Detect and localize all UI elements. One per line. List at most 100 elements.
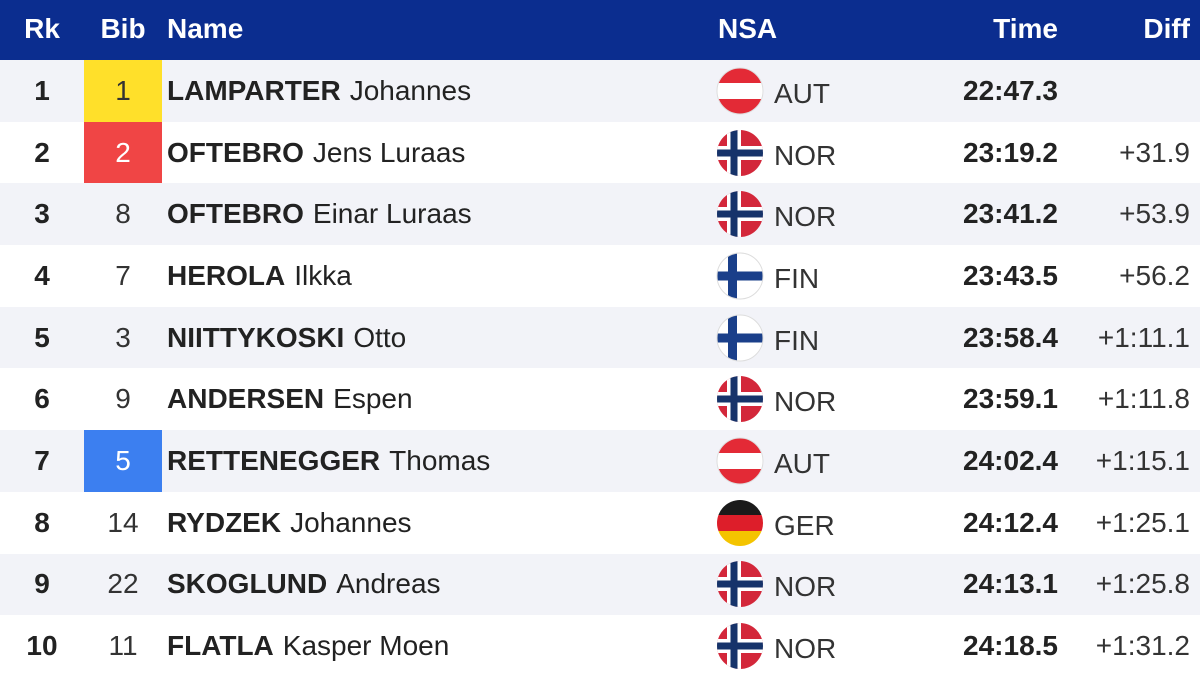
table-row[interactable]: 9 22 SKOGLUND Andreas NOR 24:13.1 +1:25.… bbox=[0, 553, 1200, 616]
nsa-cell: AUT bbox=[716, 60, 830, 122]
last-name: OFTEBRO bbox=[167, 136, 304, 168]
header-nsa[interactable]: NSA bbox=[718, 13, 778, 44]
table-row[interactable]: 10 11 FLATLA Kasper Moen NOR 24:18.5 +1:… bbox=[0, 615, 1200, 677]
time-cell: 23:58.4 bbox=[963, 321, 1058, 353]
rank-cell: 5 bbox=[34, 321, 50, 353]
bib-cell: 14 bbox=[107, 506, 139, 538]
last-name: OFTEBRO bbox=[167, 198, 304, 230]
time-cell: 24:18.5 bbox=[963, 630, 1058, 662]
first-name: Johannes bbox=[349, 74, 472, 106]
last-name: LAMPARTER bbox=[167, 74, 341, 106]
norway-flag-icon bbox=[716, 560, 764, 608]
header-rank[interactable]: Rk bbox=[24, 13, 60, 44]
diff-cell: +56.2 bbox=[1119, 259, 1190, 291]
athlete-name[interactable]: OFTEBRO Einar Luraas bbox=[167, 183, 472, 245]
rank-cell: 10 bbox=[26, 630, 58, 662]
diff-cell: +1:15.1 bbox=[1095, 444, 1190, 476]
table-row[interactable]: 1 1 LAMPARTER Johannes AUT 22:47.3 bbox=[0, 60, 1200, 122]
last-name: ANDERSEN bbox=[167, 383, 325, 415]
nsa-cell: NOR bbox=[716, 368, 836, 430]
athlete-name[interactable]: LAMPARTER Johannes bbox=[167, 60, 471, 122]
first-name: Andreas bbox=[336, 568, 441, 600]
athlete-name[interactable]: RETTENEGGER Thomas bbox=[167, 430, 490, 492]
table-row[interactable]: 4 7 HEROLA Ilkka FIN 23:43.5 +56.2 bbox=[0, 245, 1200, 307]
austria-flag-icon bbox=[716, 67, 764, 115]
first-name: Ilkka bbox=[294, 259, 352, 291]
diff-cell: +1:25.8 bbox=[1095, 568, 1190, 600]
rank-cell: 1 bbox=[34, 74, 50, 106]
bib-cell: 7 bbox=[115, 259, 131, 291]
nsa-code: AUT bbox=[774, 77, 830, 109]
norway-flag-icon bbox=[716, 129, 764, 177]
rank-cell: 9 bbox=[34, 568, 50, 600]
nsa-cell: FIN bbox=[716, 245, 819, 307]
last-name: RYDZEK bbox=[167, 506, 282, 538]
nsa-code: AUT bbox=[774, 447, 830, 479]
time-cell: 23:41.2 bbox=[963, 198, 1058, 230]
rank-cell: 4 bbox=[34, 259, 50, 291]
nsa-code: NOR bbox=[774, 139, 837, 171]
bib-cell: 22 bbox=[107, 568, 139, 600]
diff-cell: +1:11.1 bbox=[1097, 321, 1190, 353]
nsa-cell: NOR bbox=[716, 183, 836, 245]
first-name: Kasper Moen bbox=[282, 630, 450, 662]
table-row[interactable]: 5 3 NIITTYKOSKI Otto FIN 23:58.4 +1:11.1 bbox=[0, 306, 1200, 369]
diff-cell: +31.9 bbox=[1119, 136, 1190, 168]
header-name[interactable]: Name bbox=[167, 13, 244, 44]
nsa-cell: GER bbox=[716, 492, 835, 554]
nsa-code: NOR bbox=[774, 571, 837, 603]
rank-cell: 8 bbox=[34, 506, 50, 538]
bib-cell: 3 bbox=[115, 321, 131, 353]
table-row[interactable]: 8 14 RYDZEK Johannes GER 24:12.4 +1:25.1 bbox=[0, 491, 1200, 554]
table-row[interactable]: 7 5 RETTENEGGER Thomas AUT 24:02.4 +1:15… bbox=[0, 430, 1200, 492]
norway-flag-icon bbox=[716, 190, 764, 238]
table-body: 1 1 LAMPARTER Johannes AUT 22:47.3 2 2 O… bbox=[0, 60, 1200, 677]
first-name: Einar Luraas bbox=[312, 198, 472, 230]
athlete-name[interactable]: SKOGLUND Andreas bbox=[167, 554, 441, 616]
bib-cell: 2 bbox=[84, 121, 162, 184]
table-row[interactable]: 3 8 OFTEBRO Einar Luraas NOR 23:41.2 +53… bbox=[0, 183, 1200, 246]
diff-cell: +1:11.8 bbox=[1097, 383, 1190, 415]
nsa-cell: NOR bbox=[716, 554, 836, 616]
nsa-code: FIN bbox=[774, 262, 820, 294]
athlete-name[interactable]: NIITTYKOSKI Otto bbox=[167, 307, 406, 369]
rank-cell: 6 bbox=[34, 383, 50, 415]
bib-cell: 1 bbox=[84, 60, 162, 122]
last-name: RETTENEGGER bbox=[167, 444, 381, 476]
header-diff[interactable]: Diff bbox=[1143, 13, 1190, 44]
header-time[interactable]: Time bbox=[993, 13, 1058, 44]
athlete-name[interactable]: HEROLA Ilkka bbox=[167, 245, 352, 307]
time-cell: 23:19.2 bbox=[963, 136, 1058, 168]
rank-cell: 7 bbox=[34, 444, 50, 476]
time-cell: 23:43.5 bbox=[963, 259, 1058, 291]
header-bib[interactable]: Bib bbox=[100, 13, 146, 44]
athlete-name[interactable]: OFTEBRO Jens Luraas bbox=[167, 122, 465, 184]
nsa-cell: NOR bbox=[716, 615, 836, 677]
table-row[interactable]: 6 9 ANDERSEN Espen NOR 23:59.1 +1:11.8 bbox=[0, 368, 1200, 431]
table-row[interactable]: 2 2 OFTEBRO Jens Luraas NOR 23:19.2 +31.… bbox=[0, 121, 1200, 184]
diff-cell bbox=[1060, 60, 1190, 122]
diff-cell: +53.9 bbox=[1119, 198, 1190, 230]
last-name: NIITTYKOSKI bbox=[167, 321, 345, 353]
athlete-name[interactable]: RYDZEK Johannes bbox=[167, 492, 412, 554]
athlete-name[interactable]: ANDERSEN Espen bbox=[167, 368, 413, 430]
bib-cell: 5 bbox=[84, 430, 162, 492]
time-cell: 22:47.3 bbox=[963, 74, 1058, 106]
last-name: FLATLA bbox=[167, 630, 274, 662]
nsa-cell: NOR bbox=[716, 122, 836, 184]
nsa-code: GER bbox=[774, 509, 835, 541]
nsa-code: FIN bbox=[774, 324, 820, 356]
first-name: Jens Luraas bbox=[312, 136, 466, 168]
norway-flag-icon bbox=[716, 375, 764, 423]
bib-cell: 8 bbox=[115, 198, 131, 230]
nsa-cell: AUT bbox=[716, 430, 830, 492]
nsa-code: NOR bbox=[774, 201, 837, 233]
germany-flag-icon bbox=[716, 499, 764, 547]
finland-flag-icon bbox=[716, 314, 764, 362]
diff-cell: +1:31.2 bbox=[1095, 630, 1190, 662]
first-name: Thomas bbox=[389, 444, 491, 476]
nsa-cell: FIN bbox=[716, 307, 819, 369]
norway-flag-icon bbox=[716, 622, 764, 670]
athlete-name[interactable]: FLATLA Kasper Moen bbox=[167, 615, 449, 677]
